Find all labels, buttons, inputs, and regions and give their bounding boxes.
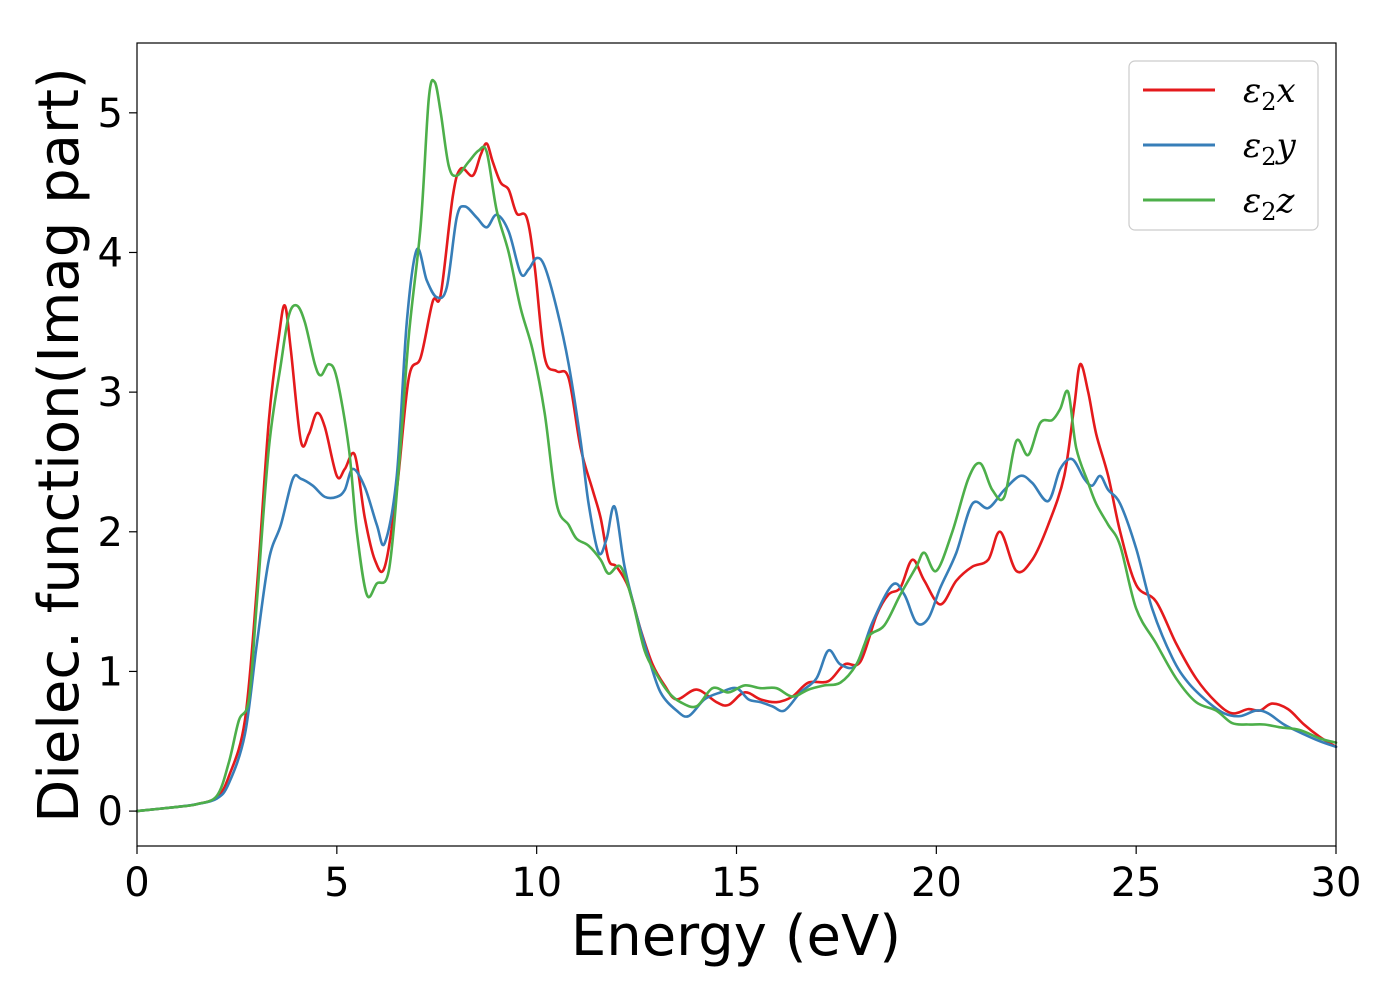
series-layer: [135, 78, 1338, 813]
y-tick-label: 4: [98, 230, 123, 276]
x-tick-label: 15: [711, 860, 762, 906]
x-tick-label: 0: [124, 860, 149, 906]
y-tick-label: 3: [98, 370, 123, 416]
x-tick-label: 5: [324, 860, 349, 906]
series-line-z: [135, 78, 1338, 813]
y-tick-label: 2: [98, 510, 123, 556]
legend-label-z: ε2z: [1243, 181, 1296, 226]
x-axis-title: Energy (eV): [571, 904, 901, 969]
x-tick-label: 10: [511, 860, 562, 906]
y-axis-title: Dielec. function(Imag part): [27, 67, 92, 823]
legend: ε2x ε2y ε2z: [1128, 60, 1319, 231]
x-tick-label: 25: [1111, 860, 1162, 906]
ticks-layer: 0 5 10 15 20 25 30 0 1 2 3 4 5: [98, 91, 1362, 906]
series-line-y: [135, 204, 1338, 813]
y-tick-label: 5: [98, 91, 123, 137]
y-tick-label: 0: [98, 789, 123, 835]
x-tick-label: 30: [1311, 860, 1362, 906]
legend-label-y: ε2y: [1243, 126, 1297, 171]
legend-box: [1128, 60, 1319, 231]
x-tick-label: 20: [911, 860, 962, 906]
y-tick-label: 1: [98, 649, 123, 695]
legend-label-x: ε2x: [1243, 71, 1296, 116]
